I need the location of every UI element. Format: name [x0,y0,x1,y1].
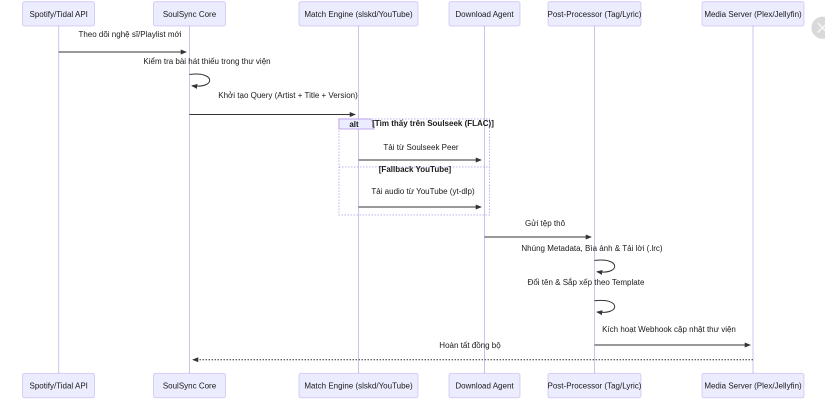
svg-text:Match Engine (slskd/YouTube): Match Engine (slskd/YouTube) [304,382,413,391]
svg-text:Đổi tên & Sắp xếp theo Templat: Đổi tên & Sắp xếp theo Template [528,278,645,287]
svg-text:Spotify/Tidal API: Spotify/Tidal API [29,382,87,391]
svg-text:Download Agent: Download Agent [455,10,514,19]
svg-text:[Tìm thấy trên Soulseek (FLAC): [Tìm thấy trên Soulseek (FLAC)] [372,119,494,128]
svg-text:Gửi tệp thô: Gửi tệp thô [525,219,566,228]
svg-text:Media Server (Plex/Jellyfin): Media Server (Plex/Jellyfin) [704,10,802,19]
svg-text:Hoàn tất đồng bộ: Hoàn tất đồng bộ [439,341,501,350]
svg-text:alt: alt [349,120,359,129]
svg-text:[Fallback YouTube]: [Fallback YouTube] [379,165,452,174]
svg-text:Kích hoạt Webhook cập nhật thư: Kích hoạt Webhook cập nhật thư viện [602,325,736,334]
svg-text:Spotify/Tidal API: Spotify/Tidal API [29,10,87,19]
svg-text:Download Agent: Download Agent [455,382,514,391]
svg-text:Khởi tạo Query (Artist + Title: Khởi tạo Query (Artist + Title + Version… [218,91,358,100]
svg-text:Tải audio từ YouTube (yt-dlp): Tải audio từ YouTube (yt-dlp) [371,187,475,196]
svg-text:Theo dõi nghệ sĩ/Playlist mới: Theo dõi nghệ sĩ/Playlist mới [78,30,181,39]
svg-text:Post-Processor (Tag/Lyric): Post-Processor (Tag/Lyric) [548,10,642,19]
svg-text:Media Server (Plex/Jellyfin): Media Server (Plex/Jellyfin) [704,382,802,391]
svg-text:Nhúng Metadata, Bìa ảnh & Tải: Nhúng Metadata, Bìa ảnh & Tải lời (.lrc) [521,244,663,253]
svg-text:Post-Processor (Tag/Lyric): Post-Processor (Tag/Lyric) [548,382,642,391]
svg-text:SoulSync Core: SoulSync Core [163,10,217,19]
svg-text:Tải từ Soulseek Peer: Tải từ Soulseek Peer [383,143,459,152]
svg-text:SoulSync Core: SoulSync Core [163,382,217,391]
svg-text:Match Engine (slskd/YouTube): Match Engine (slskd/YouTube) [304,10,413,19]
svg-text:Kiểm tra bài hát thiếu trong t: Kiểm tra bài hát thiếu trong thư viện [143,57,270,66]
